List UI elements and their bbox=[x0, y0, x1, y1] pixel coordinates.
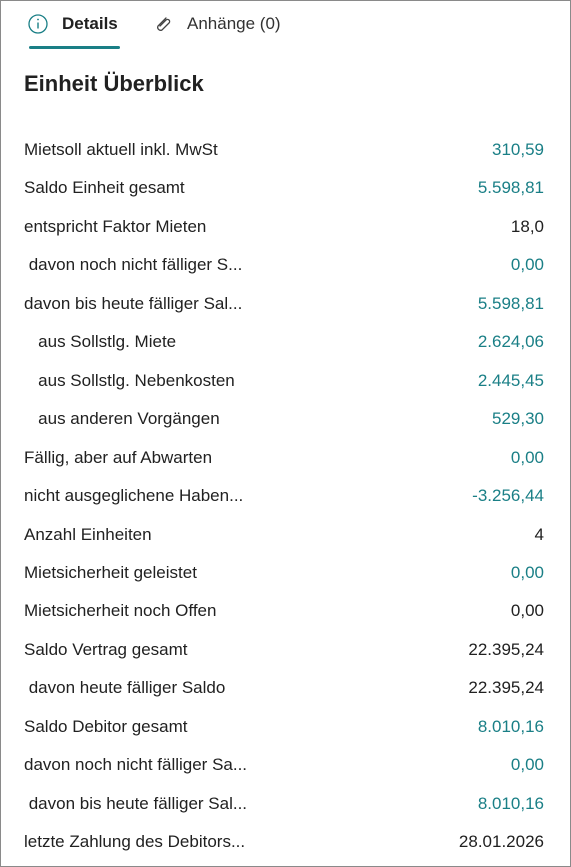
field-row: letzte Zahlung des Debitors... 28.01.2026 bbox=[24, 823, 544, 861]
field-row: Fällig, aber auf Abwarten 0,00 bbox=[24, 439, 544, 477]
field-label: Mietsicherheit geleistet bbox=[24, 562, 197, 582]
field-value[interactable]: 4 bbox=[534, 524, 544, 544]
field-value[interactable]: 310,59 bbox=[492, 140, 544, 159]
field-label: Saldo Einheit gesamt bbox=[24, 178, 185, 198]
field-label: letzte Zahlung des Debitors... bbox=[24, 832, 246, 852]
field-label: Saldo Vertrag gesamt bbox=[24, 639, 188, 659]
info-icon bbox=[28, 14, 48, 34]
field-label: davon noch nicht fälliger Sa... bbox=[24, 755, 248, 775]
field-row: Saldo Vertrag gesamt 22.395,24 bbox=[24, 631, 544, 669]
field-row: Saldo Einheit gesamt 5.598,81 bbox=[24, 169, 544, 207]
field-value[interactable]: 22.395,24 bbox=[468, 639, 544, 659]
field-row: davon bis heute fälliger Sal... 5.598,81 bbox=[24, 285, 544, 323]
field-value[interactable]: 5.598,81 bbox=[477, 178, 544, 198]
field-label: entspricht Faktor Mieten bbox=[24, 216, 207, 236]
section-title: Einheit Überblick bbox=[24, 71, 204, 96]
field-label: Saldo Debitor gesamt bbox=[24, 716, 188, 736]
field-value[interactable]: 28.01.2026 bbox=[458, 832, 544, 852]
field-value[interactable]: 0,00 bbox=[510, 447, 544, 467]
field-row: Saldo Debitor gesamt 8.010,16 bbox=[24, 708, 544, 746]
tab-attachments[interactable]: Anhänge (0) bbox=[187, 14, 281, 33]
field-value[interactable]: 5.598,81 bbox=[477, 293, 544, 313]
field-row: entspricht Faktor Mieten 18,0 bbox=[24, 208, 544, 246]
field-row: aus Sollstlg. Miete 2.624,06 bbox=[24, 323, 544, 361]
tab-underline bbox=[29, 46, 120, 49]
field-value[interactable]: -3.256,44 bbox=[472, 486, 544, 506]
field-label: Fällig, aber auf Abwarten bbox=[24, 447, 213, 467]
field-label: davon noch nicht fälliger S... bbox=[24, 255, 243, 275]
field-value[interactable]: 529,30 bbox=[492, 409, 544, 429]
field-label: Mietsoll aktuell inkl. MwSt bbox=[24, 140, 218, 159]
field-label: davon bis heute fälliger Sal... bbox=[24, 793, 248, 813]
field-value[interactable]: 0,00 bbox=[510, 562, 544, 582]
field-value[interactable]: 0,00 bbox=[510, 601, 544, 621]
field-value[interactable]: 2.445,45 bbox=[477, 370, 544, 390]
field-value[interactable]: 0,00 bbox=[510, 255, 544, 275]
field-row: aus Sollstlg. Nebenkosten 2.445,45 bbox=[24, 362, 544, 400]
field-label: Anzahl Einheiten bbox=[24, 524, 152, 544]
field-row: Mietsicherheit geleistet 0,00 bbox=[24, 554, 544, 592]
field-row: aus anderen Vorgängen 529,30 bbox=[24, 400, 544, 438]
field-row: davon heute fälliger Saldo 22.395,24 bbox=[24, 669, 544, 707]
field-label: aus anderen Vorgängen bbox=[24, 409, 220, 429]
field-value[interactable]: 8.010,16 bbox=[477, 793, 544, 813]
field-row: Mietsicherheit noch Offen 0,00 bbox=[24, 592, 544, 630]
field-value[interactable]: 22.395,24 bbox=[468, 678, 544, 698]
field-value[interactable]: 2.624,06 bbox=[477, 332, 544, 352]
field-value[interactable]: 18,0 bbox=[510, 216, 544, 236]
field-label: aus Sollstlg. Miete bbox=[24, 332, 177, 352]
field-label: davon bis heute fälliger Sal... bbox=[24, 293, 243, 313]
field-row: davon noch nicht fälliger S... 0,00 bbox=[24, 246, 544, 284]
field-label: Mietsicherheit noch Offen bbox=[24, 601, 217, 621]
field-label: nicht ausgeglichene Haben... bbox=[24, 486, 244, 506]
field-row: Mietsoll aktuell inkl. MwSt 310,59 bbox=[24, 131, 544, 169]
field-row: davon bis heute fälliger Sal... 8.010,16 bbox=[24, 785, 544, 823]
tab-details[interactable]: Details bbox=[62, 14, 118, 33]
field-row: nicht ausgeglichene Haben... -3.256,44 bbox=[24, 477, 544, 515]
field-label: aus Sollstlg. Nebenkosten bbox=[24, 370, 235, 390]
paperclip-icon bbox=[157, 17, 171, 31]
field-row: davon noch nicht fälliger Sa... 0,00 bbox=[24, 746, 544, 784]
field-value[interactable]: 8.010,16 bbox=[477, 716, 544, 736]
field-row: Anzahl Einheiten 4 bbox=[24, 516, 544, 554]
field-value[interactable]: 0,00 bbox=[510, 755, 544, 775]
field-label: davon heute fälliger Saldo bbox=[24, 678, 226, 698]
